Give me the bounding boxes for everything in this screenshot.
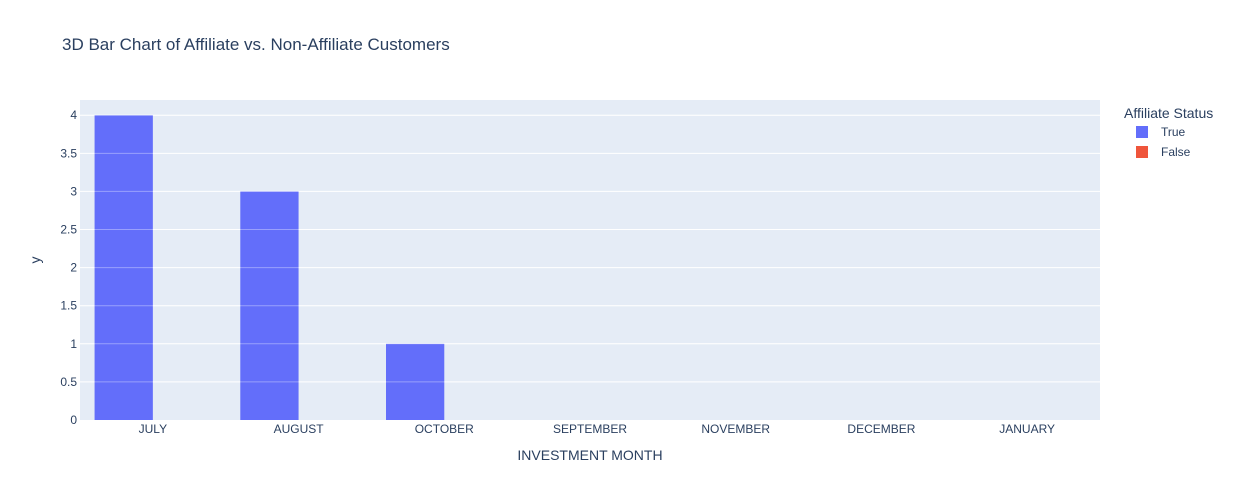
legend-swatch-false [1136, 146, 1148, 158]
x-tick-label: OCTOBER [415, 422, 474, 436]
y-tick-label: 3.5 [60, 146, 77, 160]
y-tick-label: 0 [70, 413, 77, 427]
x-axis-title: INVESTMENT MONTH [517, 447, 662, 463]
x-axis-ticks: JULY AUGUST OCTOBER SEPTEMBER NOVEMBER DECEMB… [139, 422, 1055, 436]
x-tick-label: DECEMBER [847, 422, 915, 436]
x-tick-label: SEPTEMBER [553, 422, 627, 436]
y-tick-label: 1 [70, 337, 77, 351]
y-axis-ticks: 0 0.5 1 1.5 2 2.5 3 3.5 4 [60, 108, 77, 427]
y-axis-title: y [27, 257, 43, 264]
x-tick-label: AUGUST [274, 422, 325, 436]
bar-true-october [386, 343, 445, 420]
legend-items: True False [1136, 125, 1191, 159]
y-tick-label: 0.5 [60, 375, 77, 389]
y-tick-label: 2.5 [60, 223, 77, 237]
y-tick-label: 4 [70, 108, 77, 122]
legend-title: Affiliate Status [1124, 105, 1213, 121]
bar-true-july [94, 115, 153, 420]
legend-label-true: True [1161, 125, 1186, 139]
x-tick-label: JANUARY [999, 422, 1055, 436]
y-tick-label: 1.5 [60, 299, 77, 313]
legend-label-false: False [1161, 145, 1191, 159]
bars [80, 114, 1100, 420]
x-tick-label: JULY [139, 422, 167, 436]
chart-title: 3D Bar Chart of Affiliate vs. Non-Affili… [62, 35, 450, 54]
x-tick-label: NOVEMBER [701, 422, 770, 436]
plot-area [80, 100, 1100, 420]
y-tick-label: 3 [70, 184, 77, 198]
legend: Affiliate Status True False [1124, 105, 1213, 159]
legend-swatch-true [1136, 126, 1148, 138]
y-tick-label: 2 [70, 261, 77, 275]
bar-true-august [240, 191, 299, 420]
